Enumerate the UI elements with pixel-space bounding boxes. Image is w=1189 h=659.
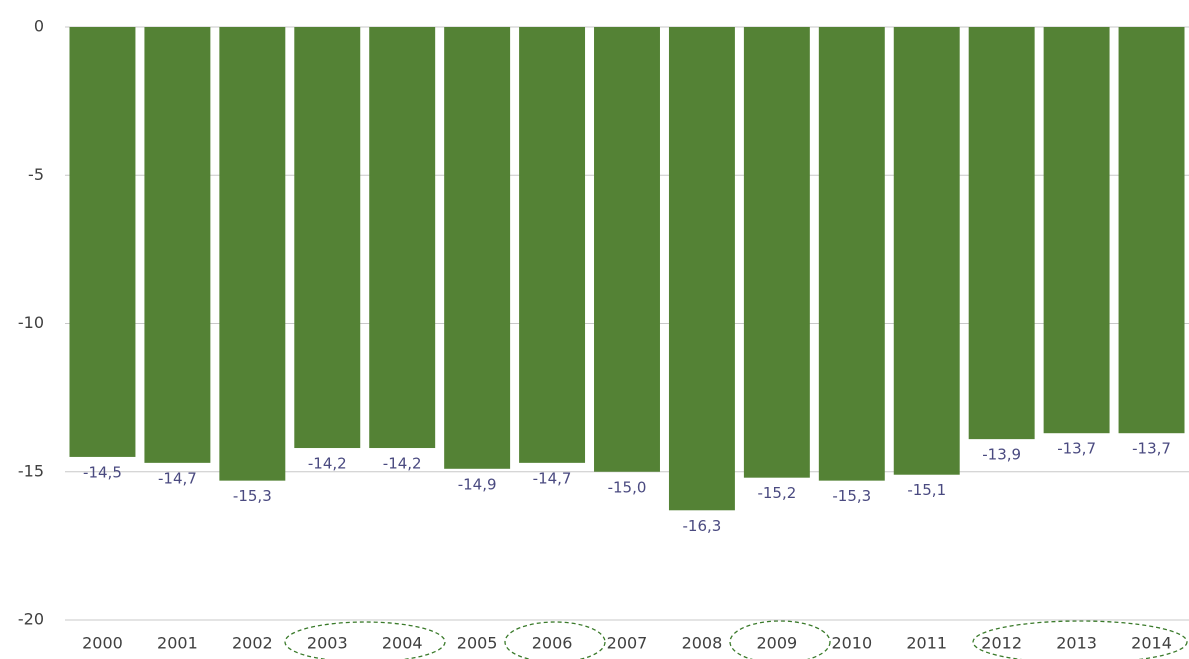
bar — [444, 27, 511, 469]
value-label: -14,2 — [383, 455, 422, 473]
value-label: -15,0 — [608, 478, 647, 496]
value-label: -14,5 — [83, 463, 122, 481]
x-tick-label: 2007 — [607, 634, 648, 653]
bar — [668, 27, 735, 511]
bar — [69, 27, 136, 457]
value-label: -15,3 — [832, 487, 871, 505]
x-tick-label: 2014 — [1131, 634, 1172, 653]
x-tick-label: 2003 — [307, 634, 348, 653]
x-tick-label: 2001 — [157, 634, 198, 653]
y-tick-label: -15 — [18, 461, 44, 480]
value-label: -13,7 — [1132, 440, 1171, 458]
x-tick-label: 2006 — [532, 634, 573, 653]
y-tick-label: -20 — [18, 610, 44, 629]
highlight-ellipse — [504, 621, 606, 659]
x-tick-label: 2012 — [981, 634, 1022, 653]
value-label: -13,7 — [1057, 440, 1096, 458]
x-tick-label: 2004 — [382, 634, 423, 653]
y-tick-label: -5 — [28, 165, 44, 184]
x-tick-label: 2010 — [831, 634, 872, 653]
bar — [369, 27, 436, 449]
x-tick-label: 2002 — [232, 634, 273, 653]
bar — [818, 27, 885, 481]
value-label: -15,1 — [907, 481, 946, 499]
bar — [594, 27, 660, 472]
value-label: -15,3 — [233, 487, 272, 505]
bar — [743, 27, 810, 478]
highlight-ellipse — [284, 621, 446, 659]
value-label: -14,9 — [458, 475, 497, 493]
highlight-ellipse — [729, 620, 831, 659]
bar — [519, 27, 586, 463]
highlight-ellipse — [972, 620, 1188, 659]
value-label: -14,2 — [308, 455, 347, 473]
x-tick-label: 2013 — [1056, 634, 1097, 653]
y-tick-label: -10 — [18, 313, 44, 332]
bar — [968, 27, 1035, 440]
highlight-ellipses — [284, 620, 1188, 659]
bar — [1043, 27, 1110, 434]
value-label: -13,9 — [982, 446, 1021, 464]
x-tick-label: 2008 — [682, 634, 723, 653]
x-tick-label: 2011 — [906, 634, 947, 653]
x-tick-label: 2009 — [757, 634, 798, 653]
bar — [294, 27, 361, 449]
bar — [144, 27, 211, 463]
value-label: -14,7 — [158, 469, 197, 487]
bar — [893, 27, 960, 475]
x-tick-label: 2005 — [457, 634, 498, 653]
x-tick-label: 2000 — [82, 634, 123, 653]
bar — [219, 27, 286, 481]
bar — [1118, 27, 1185, 434]
y-tick-label: 0 — [34, 17, 44, 36]
value-label: -15,2 — [757, 484, 796, 502]
value-label: -16,3 — [683, 517, 722, 535]
value-label: -14,7 — [533, 469, 572, 487]
